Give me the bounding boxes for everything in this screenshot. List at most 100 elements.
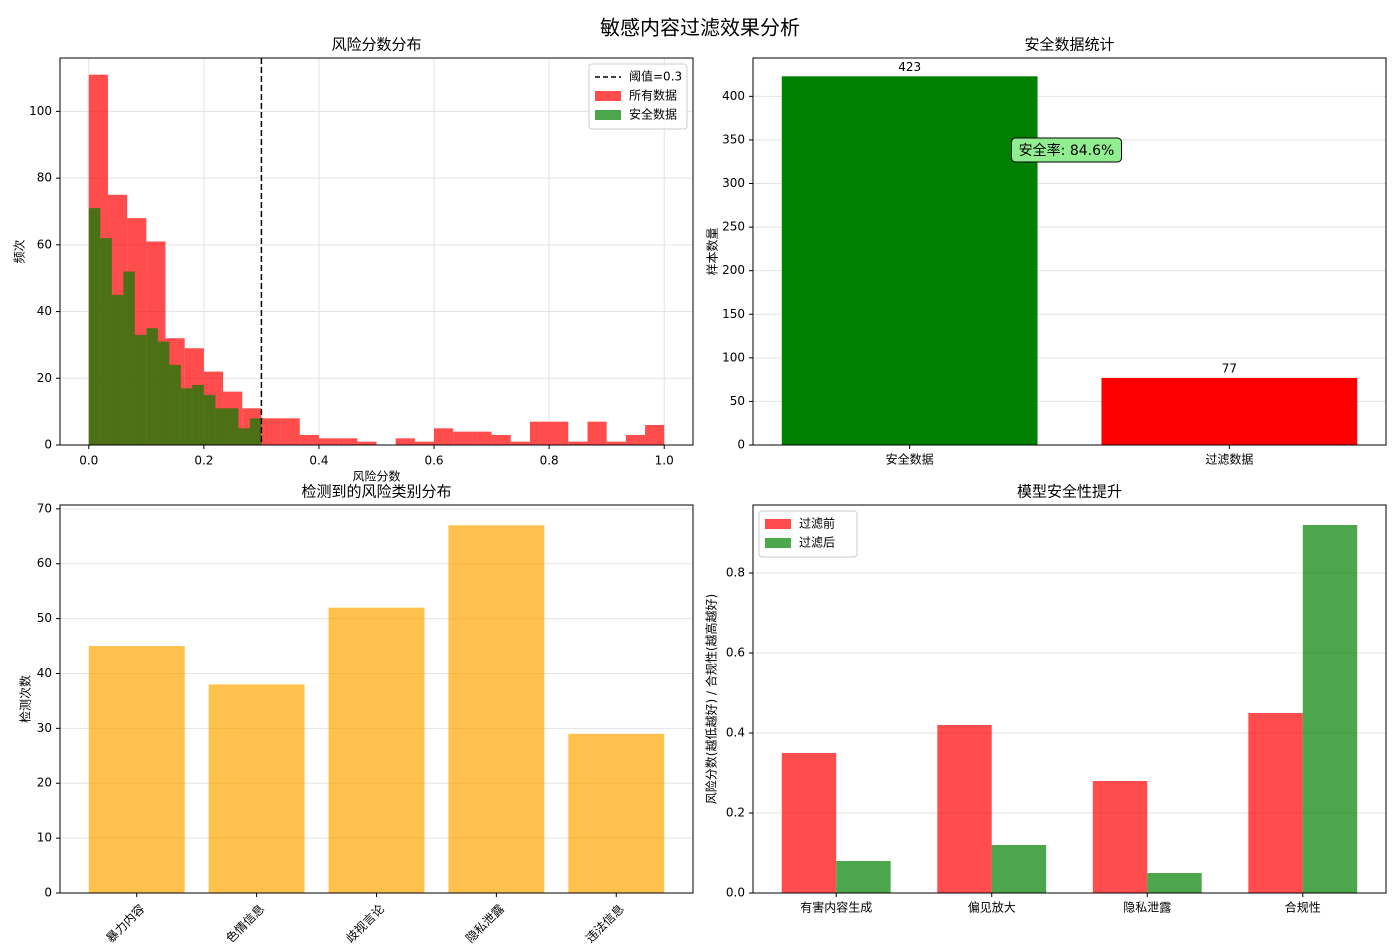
legend-swatch <box>765 538 791 548</box>
x-tick-label: 0.0 <box>79 454 98 468</box>
x-tick-label: 有害内容生成 <box>800 900 872 915</box>
histogram-bar <box>157 341 170 445</box>
histogram-bar <box>238 428 250 445</box>
x-tick-label: 0.8 <box>540 454 559 468</box>
y-axis-label: 样本数量 <box>705 227 720 275</box>
legend-swatch <box>765 519 791 529</box>
histogram-bar <box>587 421 607 445</box>
y-tick-label: 40 <box>37 304 52 318</box>
y-tick-label: 80 <box>37 171 52 185</box>
x-tick-label: 偏见放大 <box>968 900 1016 915</box>
histogram-bar <box>226 408 239 445</box>
bar <box>781 76 1038 446</box>
panel-title: 风险分数分布 <box>331 36 421 54</box>
plot-frame <box>752 57 1387 446</box>
legend-label: 过滤后 <box>799 536 835 550</box>
histogram-bar <box>299 434 319 445</box>
y-tick-label: 50 <box>37 611 52 625</box>
legend-label: 过滤前 <box>799 516 835 531</box>
y-tick-label: 0.2 <box>726 806 745 820</box>
x-tick-label: 色情信息 <box>223 901 268 946</box>
bar <box>1147 873 1202 893</box>
histogram-bar <box>169 364 181 445</box>
panel-title: 检测到的风险类别分布 <box>301 483 451 501</box>
x-tick-label: 安全数据 <box>886 452 934 467</box>
figure-title: 敏感内容过滤效果分析 <box>600 16 800 40</box>
histogram-bar <box>645 424 665 445</box>
y-tick-label: 100 <box>722 350 745 364</box>
histogram-bar <box>606 441 626 445</box>
plot-frame <box>752 504 1387 894</box>
histogram-bar <box>215 408 227 445</box>
histogram-bar <box>318 438 339 445</box>
x-tick-label: 0.2 <box>194 454 213 468</box>
y-axis-label: 检测次数 <box>18 675 33 723</box>
y-axis-label: 频次 <box>13 239 27 263</box>
histogram-bar <box>414 441 435 445</box>
y-tick-label: 350 <box>722 132 745 146</box>
x-tick-label: 暴力内容 <box>103 901 148 946</box>
bar <box>991 845 1047 893</box>
x-tick-label: 违法信息 <box>582 901 627 946</box>
plot-frame <box>59 504 694 894</box>
plot-frame <box>59 57 694 446</box>
histogram-bar <box>111 294 124 445</box>
annotation: 安全率: 84.6% <box>1019 142 1115 159</box>
histogram-bar <box>134 334 147 445</box>
x-tick-label: 歧视言论 <box>343 901 388 946</box>
y-tick-label: 70 <box>37 501 52 515</box>
histogram-bar <box>529 421 550 445</box>
histogram-bar <box>180 388 193 445</box>
bar <box>1248 713 1303 893</box>
histogram-bar <box>357 441 377 445</box>
y-tick-label: 0.0 <box>726 886 745 900</box>
y-tick-label: 0.4 <box>726 726 745 740</box>
y-tick-label: 300 <box>722 176 745 190</box>
y-tick-label: 0 <box>44 438 52 452</box>
y-tick-label: 200 <box>722 263 745 277</box>
bar <box>1302 525 1358 893</box>
y-tick-label: 40 <box>37 666 52 680</box>
legend-label: 阈值=0.3 <box>629 69 682 84</box>
histogram-bar <box>510 441 530 445</box>
legend-swatch <box>595 110 621 120</box>
x-tick-label: 隐私泄露 <box>463 902 507 946</box>
panel-title: 安全数据统计 <box>1024 36 1114 54</box>
histogram-bar <box>100 238 112 445</box>
x-tick-label: 合规性 <box>1285 900 1321 915</box>
y-tick-label: 60 <box>37 237 52 251</box>
bar <box>836 861 891 893</box>
bar <box>88 646 185 893</box>
y-tick-label: 20 <box>37 371 52 385</box>
y-tick-label: 400 <box>722 89 745 103</box>
legend-swatch <box>595 91 621 101</box>
histogram-bar <box>625 434 646 445</box>
x-tick-label: 0.4 <box>309 454 328 468</box>
x-tick-label: 过滤数据 <box>1205 452 1253 467</box>
histogram-bar <box>280 418 300 445</box>
histogram-bar <box>472 431 492 445</box>
value-label: 77 <box>1222 361 1237 375</box>
x-tick-label: 隐私泄露 <box>1123 901 1171 915</box>
legend-label: 所有数据 <box>629 88 677 103</box>
y-tick-label: 100 <box>29 104 52 118</box>
histogram-bar <box>88 208 101 445</box>
y-tick-label: 0.8 <box>726 566 745 580</box>
histogram-bar <box>549 421 569 445</box>
histogram-bar <box>434 428 454 445</box>
y-tick-label: 60 <box>37 556 52 570</box>
histogram-bar <box>192 384 204 445</box>
y-tick-label: 30 <box>37 721 52 735</box>
x-tick-label: 1.0 <box>655 454 674 468</box>
x-tick-label: 0.6 <box>424 454 443 468</box>
legend-label: 安全数据 <box>629 107 677 122</box>
histogram-bar <box>395 438 415 445</box>
histogram-bar <box>453 431 473 445</box>
bar <box>937 725 992 893</box>
histogram-bar <box>203 394 216 445</box>
histogram-bar <box>123 271 135 445</box>
y-tick-label: 0.6 <box>726 646 745 660</box>
bar <box>328 607 425 893</box>
